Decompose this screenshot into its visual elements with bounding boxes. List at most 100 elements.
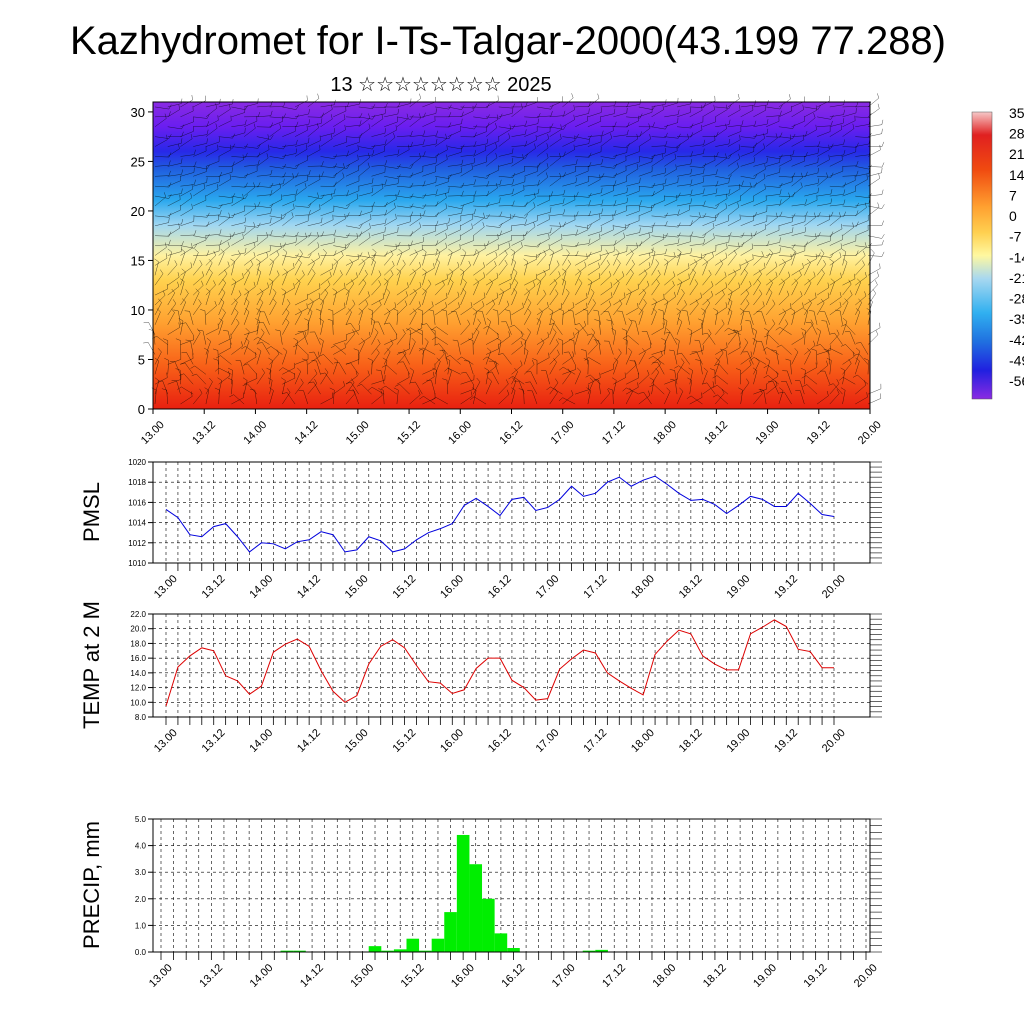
wind-barb-flag bbox=[754, 100, 757, 106]
wind-barb bbox=[205, 250, 220, 256]
wind-barb-flag bbox=[710, 290, 714, 296]
wind-barb-flag bbox=[815, 233, 817, 239]
wind-barb-flag bbox=[626, 187, 628, 193]
wind-barb bbox=[727, 235, 742, 238]
wind-barb bbox=[498, 162, 513, 167]
wind-barb bbox=[180, 301, 186, 316]
wind-barb bbox=[333, 261, 338, 276]
wind-barb-flag bbox=[606, 319, 612, 322]
xtick-label: 19.12 bbox=[802, 962, 830, 990]
wind-barb bbox=[638, 273, 648, 286]
wind-barb-flag bbox=[410, 98, 412, 104]
wind-barb bbox=[563, 366, 576, 375]
wind-barb bbox=[524, 184, 539, 187]
wind-barb bbox=[256, 256, 269, 266]
wind-barb-flag bbox=[362, 279, 367, 284]
wind-barb bbox=[715, 106, 730, 109]
wind-barb-flag bbox=[800, 182, 803, 188]
wind-barb bbox=[753, 110, 766, 118]
wind-barb bbox=[423, 396, 436, 405]
wind-barb-flag bbox=[213, 250, 216, 256]
wind-barb bbox=[333, 287, 346, 296]
wind-barb bbox=[613, 237, 625, 246]
wind-barb-flag bbox=[487, 371, 493, 373]
wind-barb-flag bbox=[461, 118, 463, 124]
wind-barb-flag bbox=[872, 289, 876, 294]
wind-barb-flag bbox=[206, 129, 209, 135]
wind-barb-flag bbox=[499, 211, 503, 217]
wind-barb bbox=[473, 381, 481, 395]
wind-barb bbox=[180, 245, 195, 249]
ytick-label: 1.0 bbox=[135, 921, 147, 930]
wind-barb bbox=[205, 181, 220, 187]
wind-barb bbox=[269, 183, 284, 187]
heat-ytick-label: 0 bbox=[138, 402, 145, 417]
wind-barb bbox=[180, 247, 193, 256]
wind-barb bbox=[791, 160, 805, 167]
wind-barb bbox=[174, 361, 181, 375]
wind-barb-flag bbox=[448, 217, 450, 223]
wind-barb-flag bbox=[630, 320, 636, 322]
wind-barb bbox=[320, 198, 333, 207]
wind-barb-flag bbox=[522, 302, 524, 308]
wind-barb-flag bbox=[410, 163, 414, 169]
wind-barb bbox=[829, 194, 844, 197]
wind-barb-flag bbox=[764, 334, 769, 338]
wind-barb bbox=[676, 304, 687, 316]
wind-barb bbox=[625, 321, 633, 335]
wind-barb-flag bbox=[344, 124, 346, 130]
wind-barb-flag bbox=[623, 232, 625, 238]
wind-barb-flag bbox=[221, 288, 226, 293]
wind-barb bbox=[676, 194, 691, 197]
wind-barb bbox=[562, 136, 577, 139]
wind-barb-flag bbox=[359, 252, 363, 258]
wind-barb-flag bbox=[548, 308, 553, 312]
wind-barb-flag bbox=[636, 163, 639, 169]
wind-barb bbox=[829, 248, 842, 256]
wind-barb bbox=[699, 340, 703, 355]
wind-barb bbox=[511, 223, 526, 227]
wind-barb bbox=[180, 138, 193, 147]
wind-barb bbox=[295, 174, 310, 177]
wind-barb bbox=[167, 312, 175, 325]
precip-ylabel: PRECIP, mm bbox=[79, 821, 104, 949]
wind-barb-flag bbox=[486, 347, 492, 352]
wind-barb bbox=[791, 307, 804, 316]
wind-barb-flag bbox=[830, 189, 833, 195]
wind-barb-flag bbox=[457, 356, 462, 361]
wind-barb-flag bbox=[763, 365, 769, 368]
wind-barb-flag bbox=[693, 259, 698, 264]
wind-barb-flag bbox=[553, 358, 557, 363]
wind-barb bbox=[473, 252, 480, 266]
wind-barb bbox=[574, 272, 582, 286]
colorbar-tick-label: -28 bbox=[1009, 291, 1024, 307]
wind-barb bbox=[715, 263, 724, 276]
wind-barb bbox=[638, 106, 653, 110]
wind-barb bbox=[358, 154, 373, 157]
wind-barb-flag bbox=[817, 167, 819, 173]
wind-barb bbox=[282, 200, 296, 207]
wind-barb-flag bbox=[423, 210, 426, 216]
wind-barb bbox=[307, 263, 315, 276]
wind-barb-flag bbox=[792, 248, 797, 253]
wind-barb-flag bbox=[684, 300, 687, 305]
wind-barb bbox=[855, 166, 870, 170]
wind-barb-flag bbox=[406, 328, 411, 331]
wind-barb-flag bbox=[572, 302, 575, 308]
heat-xtick-label: 19.00 bbox=[753, 419, 781, 447]
wind-barb bbox=[307, 373, 318, 385]
wind-barb-flag bbox=[372, 104, 376, 109]
wind-barb bbox=[320, 132, 335, 137]
wind-barb bbox=[302, 331, 308, 345]
wind-barb-flag bbox=[856, 202, 859, 208]
wind-barb bbox=[778, 98, 791, 108]
wind-barb-flag bbox=[805, 171, 808, 177]
wind-barb-flag bbox=[234, 308, 239, 313]
wind-barb-flag bbox=[334, 250, 337, 256]
wind-barb bbox=[611, 320, 614, 335]
wind-barb bbox=[345, 136, 360, 139]
wind-barb bbox=[524, 255, 539, 258]
wind-barb bbox=[600, 368, 614, 375]
wind-barb bbox=[218, 375, 230, 385]
wind-barb-flag bbox=[779, 199, 782, 205]
